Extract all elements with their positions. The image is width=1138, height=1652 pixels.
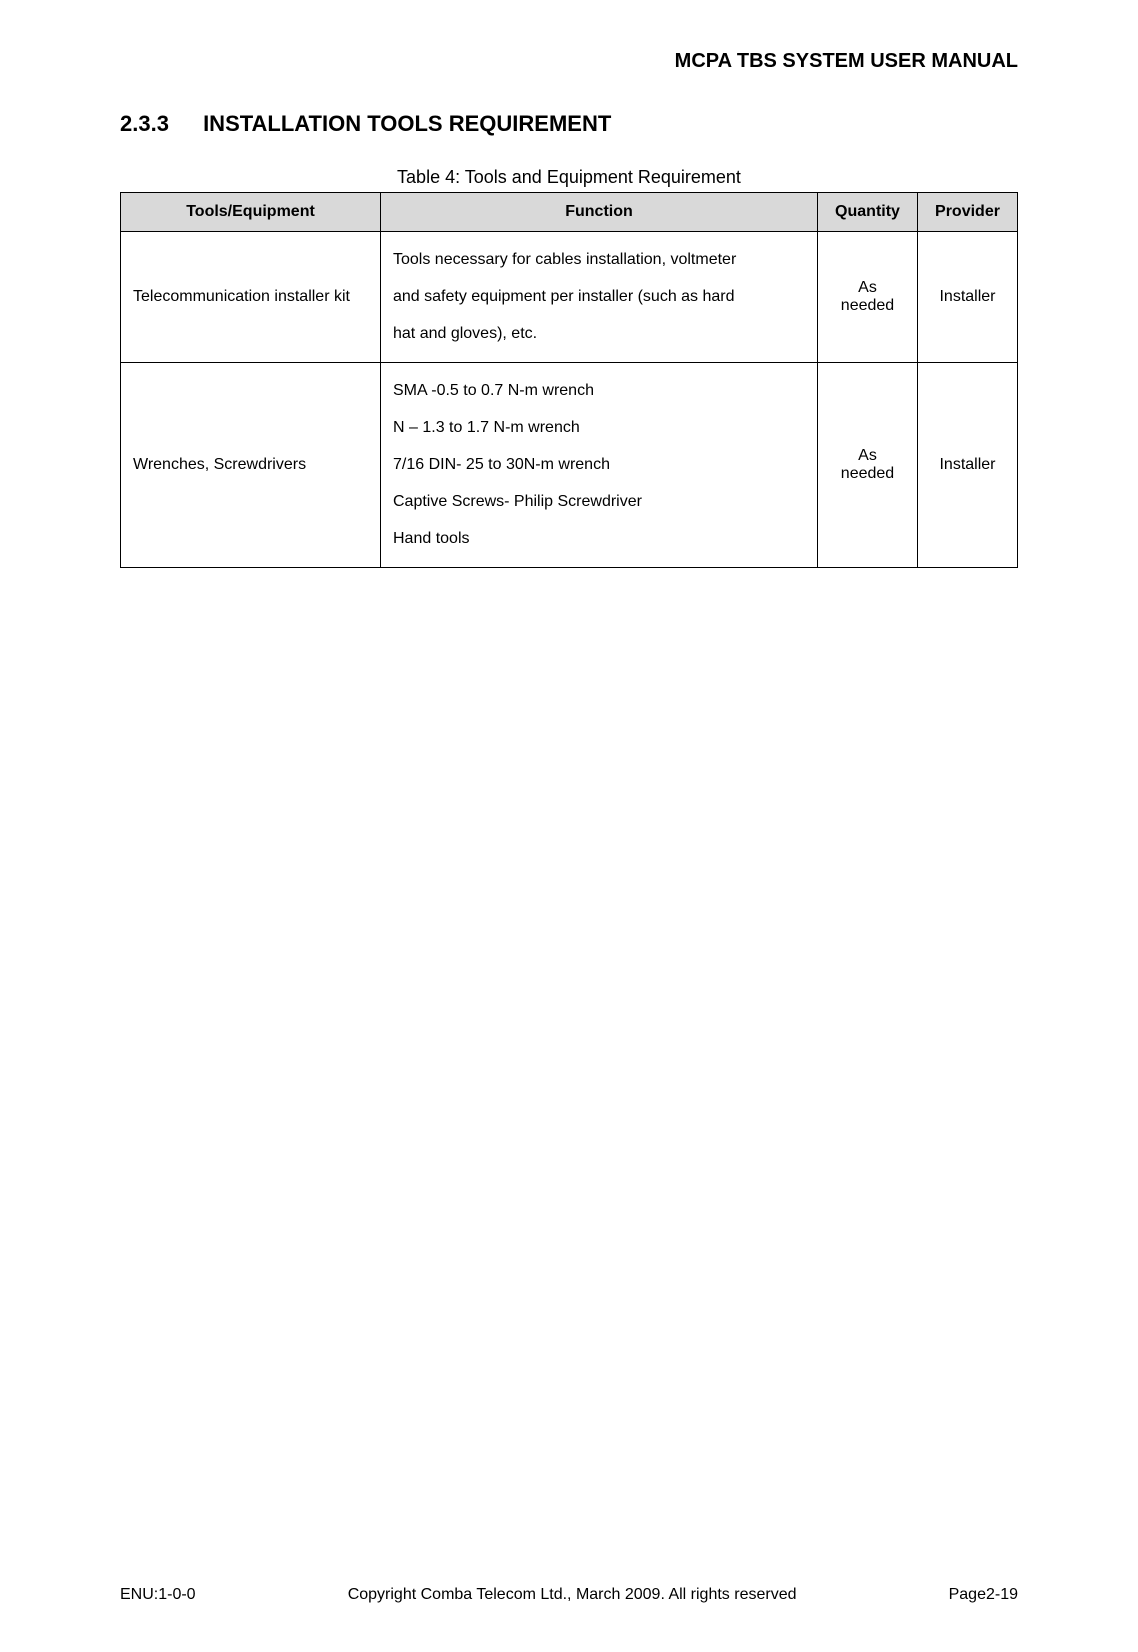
cell-provider: Installer <box>918 363 1018 568</box>
table-row: Telecommunication installer kit Tools ne… <box>121 232 1018 363</box>
cell-function: SMA -0.5 to 0.7 N-m wrench N – 1.3 to 1.… <box>381 363 818 568</box>
cell-quantity: As needed <box>818 232 918 363</box>
cell-tool: Wrenches, Screwdrivers <box>121 363 381 568</box>
function-line: Hand tools <box>393 521 805 558</box>
requirement-table: Tools/Equipment Function Quantity Provid… <box>120 192 1018 568</box>
col-header-function: Function <box>381 193 818 232</box>
function-line: Captive Screws- Philip Screwdriver <box>393 484 805 521</box>
section-heading: 2.3.3 INSTALLATION TOOLS REQUIREMENT <box>120 111 1018 137</box>
running-header: MCPA TBS SYSTEM USER MANUAL <box>120 50 1018 73</box>
cell-quantity: As needed <box>818 363 918 568</box>
col-header-provider: Provider <box>918 193 1018 232</box>
table-header-row: Tools/Equipment Function Quantity Provid… <box>121 193 1018 232</box>
footer-left: ENU:1-0-0 <box>120 1586 196 1604</box>
cell-provider: Installer <box>918 232 1018 363</box>
section-number: 2.3.3 <box>120 111 169 137</box>
function-line: Tools necessary for cables installation,… <box>393 242 805 279</box>
footer-center: Copyright Comba Telecom Ltd., March 2009… <box>348 1586 797 1604</box>
function-line: hat and gloves), etc. <box>393 316 805 353</box>
function-line: N – 1.3 to 1.7 N-m wrench <box>393 410 805 447</box>
header-title: MCPA TBS SYSTEM USER MANUAL <box>675 50 1018 72</box>
function-line: 7/16 DIN- 25 to 30N-m wrench <box>393 447 805 484</box>
table-caption: Table 4: Tools and Equipment Requirement <box>120 167 1018 188</box>
table-row: Wrenches, Screwdrivers SMA -0.5 to 0.7 N… <box>121 363 1018 568</box>
function-lines: Tools necessary for cables installation,… <box>393 242 805 352</box>
function-line: SMA -0.5 to 0.7 N-m wrench <box>393 373 805 410</box>
function-lines: SMA -0.5 to 0.7 N-m wrench N – 1.3 to 1.… <box>393 373 805 557</box>
col-header-quantity: Quantity <box>818 193 918 232</box>
footer-right: Page2-19 <box>949 1586 1018 1604</box>
cell-tool: Telecommunication installer kit <box>121 232 381 363</box>
page: MCPA TBS SYSTEM USER MANUAL 2.3.3 INSTAL… <box>0 0 1138 1652</box>
function-line: and safety equipment per installer (such… <box>393 279 805 316</box>
section-title: INSTALLATION TOOLS REQUIREMENT <box>203 111 611 136</box>
col-header-tools: Tools/Equipment <box>121 193 381 232</box>
page-footer: ENU:1-0-0 Copyright Comba Telecom Ltd., … <box>120 1586 1018 1604</box>
cell-function: Tools necessary for cables installation,… <box>381 232 818 363</box>
